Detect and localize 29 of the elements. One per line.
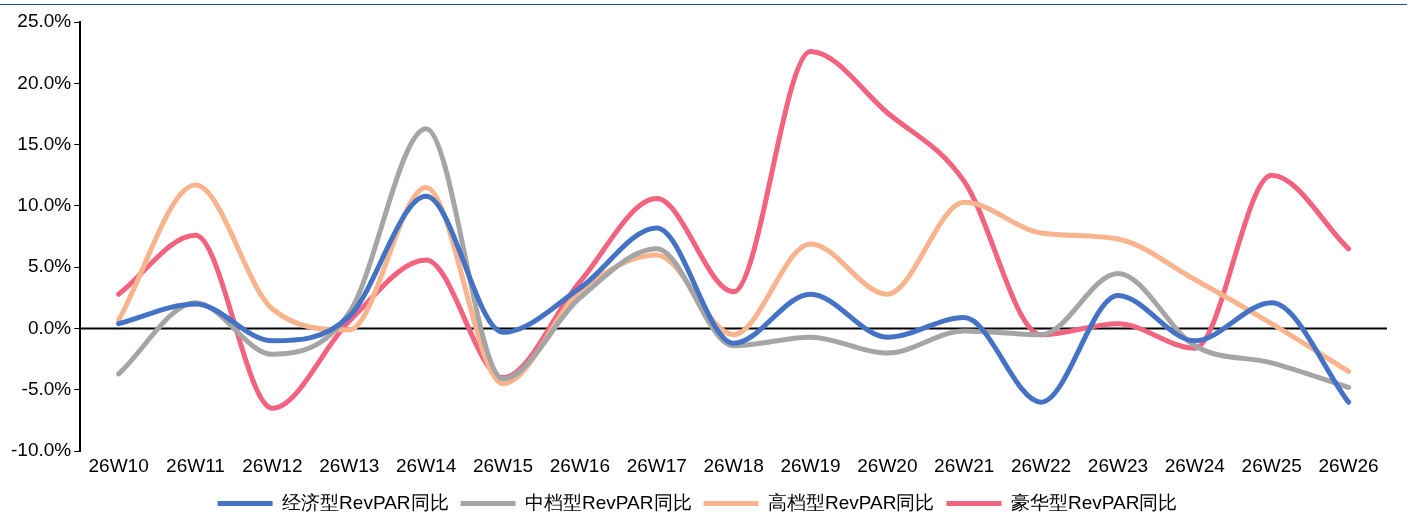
x-tick-label: 26W17 xyxy=(626,454,687,476)
legend-label: 经济型RevPAR同比 xyxy=(282,491,449,513)
legend-label: 中档型RevPAR同比 xyxy=(525,491,692,513)
y-tick-label: 10.0% xyxy=(17,194,72,216)
legend-label: 豪华型RevPAR同比 xyxy=(1010,491,1178,513)
x-tick-label: 26W20 xyxy=(857,454,918,476)
y-tick-label: 20.0% xyxy=(17,71,72,93)
x-tick-label: 26W25 xyxy=(1241,454,1302,476)
y-tick-label: -10.0% xyxy=(11,439,72,461)
y-tick-label: 25.0% xyxy=(17,10,72,32)
y-tick-label: -5.0% xyxy=(21,378,72,400)
y-tick-label: 5.0% xyxy=(27,255,72,277)
x-tick-label: 26W22 xyxy=(1010,454,1072,476)
y-tick-label: 0.0% xyxy=(27,316,72,338)
x-tick-label: 26W13 xyxy=(319,454,380,476)
x-tick-label: 26W18 xyxy=(703,454,764,476)
x-tick-label: 26W24 xyxy=(1164,454,1226,476)
x-tick-label: 26W19 xyxy=(780,454,841,476)
x-tick-label: 26W16 xyxy=(549,454,610,476)
y-tick-label: 15.0% xyxy=(17,132,72,154)
x-tick-label: 26W21 xyxy=(934,454,995,476)
x-tick-label: 26W26 xyxy=(1318,454,1379,476)
x-tick-label: 26W10 xyxy=(88,454,149,476)
x-tick-label: 26W14 xyxy=(396,454,457,476)
x-tick-label: 26W23 xyxy=(1087,454,1149,476)
x-tick-label: 26W12 xyxy=(242,454,303,476)
x-tick-label: 26W11 xyxy=(166,454,225,476)
x-tick-label: 26W15 xyxy=(472,454,534,476)
legend-label: 高档型RevPAR同比 xyxy=(768,491,935,513)
